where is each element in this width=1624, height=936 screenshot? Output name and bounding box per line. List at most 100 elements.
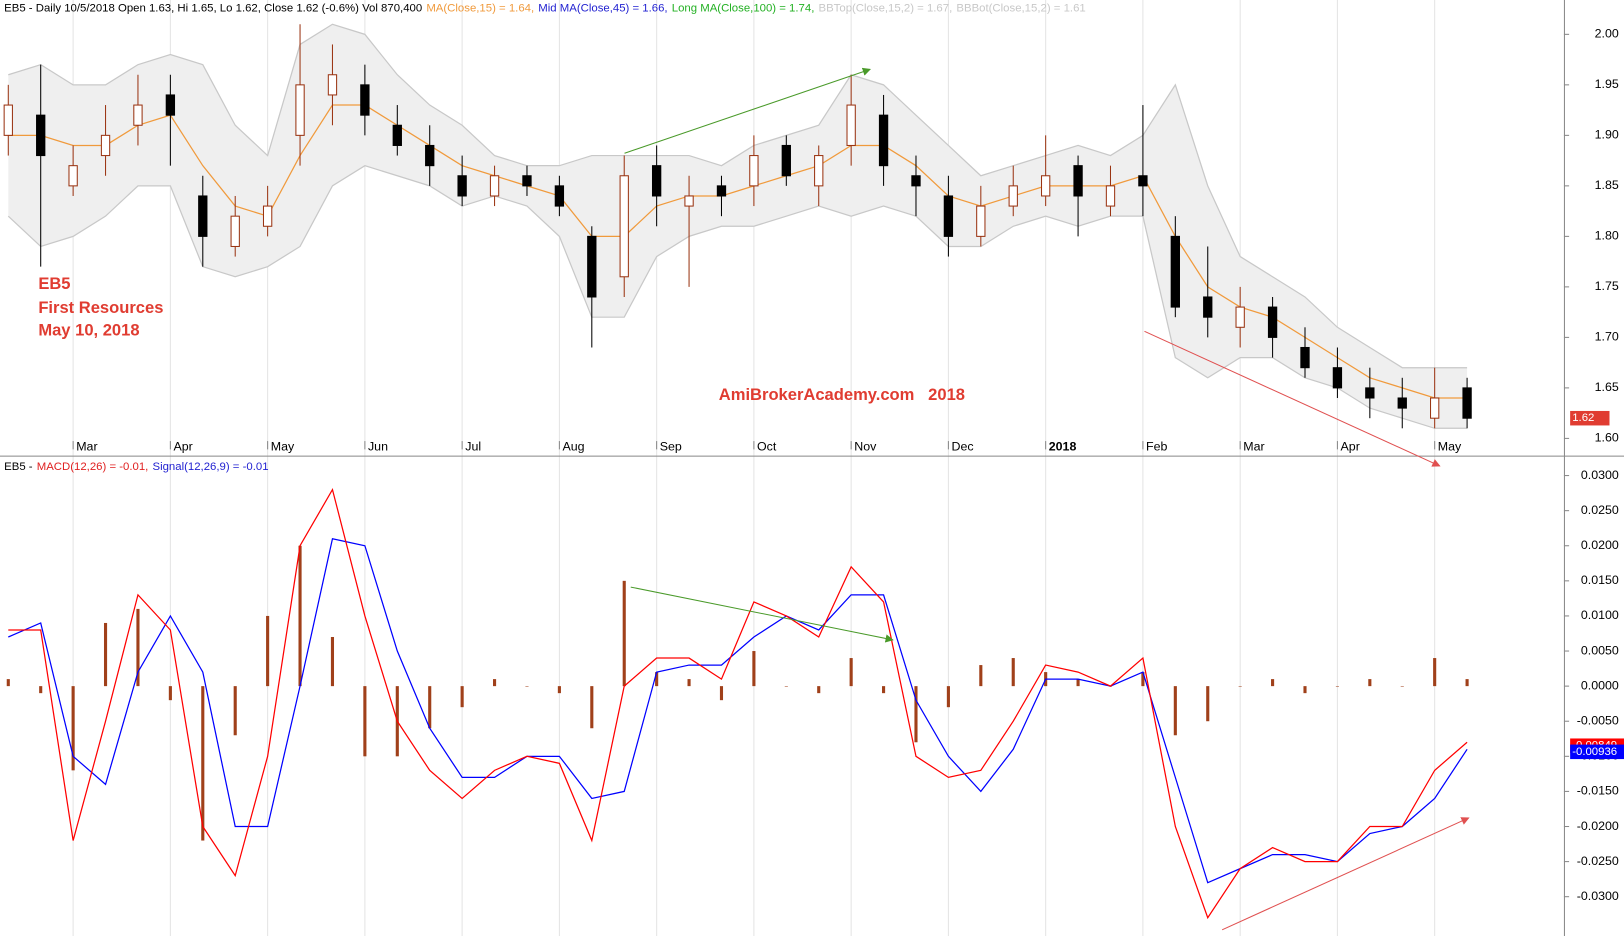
x-tick-label: Nov xyxy=(854,440,877,454)
candle-body xyxy=(133,104,143,126)
y-tick-label: -0.0050 xyxy=(1577,714,1619,728)
candle-body xyxy=(68,165,78,187)
y-tick-label: 1.85 xyxy=(1595,178,1619,192)
histogram-bar xyxy=(1141,672,1145,687)
header-item: Mid MA(Close,45) = 1.66, xyxy=(538,2,667,14)
histogram-bar xyxy=(687,679,691,687)
candle-body xyxy=(327,74,338,96)
histogram-bar xyxy=(1238,686,1242,687)
histogram-bar xyxy=(849,658,853,687)
candle-body xyxy=(1073,165,1083,197)
trend-arrow xyxy=(1144,330,1441,467)
candle-body xyxy=(1040,175,1051,197)
candle-body xyxy=(651,165,662,197)
histogram-bar xyxy=(946,686,950,708)
y-tick-label: 1.60 xyxy=(1595,431,1619,445)
header-item: EB5 - Daily 10/5/2018 Open 1.63, Hi 1.65… xyxy=(4,2,422,14)
watermark: AmiBrokerAcademy.com 2018 xyxy=(719,385,965,404)
candle-body xyxy=(165,94,176,116)
candle-body xyxy=(425,144,435,167)
header-item: BBTop(Close,15,2) = 1.67, xyxy=(819,2,953,14)
y-tick-label: -0.0150 xyxy=(1577,784,1619,798)
pane-header: EB5 - Daily 10/5/2018 Open 1.63, Hi 1.65… xyxy=(4,2,1086,14)
signal-line xyxy=(8,537,1468,884)
candle-body xyxy=(976,205,986,237)
y-tick-label: 0.0050 xyxy=(1581,643,1619,657)
header-item: Long MA(Close,100) = 1.74, xyxy=(672,2,815,14)
annotation: EB5 xyxy=(38,274,70,293)
y-tick-label: -0.0250 xyxy=(1577,854,1619,868)
histogram-bar xyxy=(1303,686,1307,694)
last-value-label: -0.00936 xyxy=(1572,746,1617,758)
header-item: Signal(12,26,9) = -0.01 xyxy=(152,461,268,473)
candle-body xyxy=(554,185,565,207)
annotation: May 10, 2018 xyxy=(38,321,139,340)
candle-body xyxy=(878,114,889,167)
last-value-label: 1.62 xyxy=(1572,412,1594,424)
trend-arrow xyxy=(624,67,871,154)
x-tick-label: Sep xyxy=(660,440,682,454)
histogram-bar xyxy=(882,686,886,694)
candle-body xyxy=(587,235,597,298)
x-tick-label: Feb xyxy=(1146,440,1167,454)
x-tick-label: Mar xyxy=(1243,440,1264,454)
y-tick-label: 0.0200 xyxy=(1581,538,1619,552)
header-item: BBBot(Close,15,2) = 1.61 xyxy=(956,2,1085,14)
histogram-bar xyxy=(298,545,302,687)
candle-body xyxy=(911,175,921,187)
histogram-bar xyxy=(1400,686,1404,687)
header-item: EB5 - xyxy=(4,461,33,473)
histogram-bar xyxy=(1368,679,1372,687)
candle-body xyxy=(1267,306,1278,338)
x-tick-label: Jul xyxy=(465,440,481,454)
x-tick-label: Dec xyxy=(952,440,974,454)
histogram-bar xyxy=(6,679,10,687)
annotation: First Resources xyxy=(38,298,163,317)
candle-body xyxy=(1138,175,1148,187)
histogram-bar xyxy=(784,686,788,687)
trend-arrow xyxy=(1221,817,1470,931)
x-tick-label: May xyxy=(271,440,295,454)
y-tick-label: 0.0300 xyxy=(1581,468,1619,482)
histogram-bar xyxy=(1465,679,1469,687)
pane-header: EB5 - MACD(12,26) = -0.01, Signal(12,26,9)… xyxy=(4,461,268,473)
band-upper xyxy=(8,23,1468,369)
histogram-bar xyxy=(266,615,270,687)
histogram-bar xyxy=(719,686,724,701)
last-value-box xyxy=(1570,744,1624,760)
histogram-bar xyxy=(1011,658,1015,687)
x-tick-label: Apr xyxy=(1341,440,1360,454)
candle-body xyxy=(1203,296,1213,318)
histogram-bar xyxy=(655,672,659,687)
candle-body xyxy=(262,205,273,227)
candle-body xyxy=(392,124,402,146)
candle-body xyxy=(1462,387,1472,419)
candle-body xyxy=(1300,346,1310,369)
histogram-bar xyxy=(103,622,108,687)
histogram-bar xyxy=(914,686,918,743)
histogram-bar xyxy=(752,651,756,687)
candle-body xyxy=(489,175,500,197)
candle-body xyxy=(457,175,467,197)
candle-body xyxy=(1332,367,1343,389)
histogram-bar xyxy=(1173,686,1177,736)
histogram-bar xyxy=(493,679,497,687)
histogram-bar xyxy=(428,686,432,729)
candle-body xyxy=(943,195,954,237)
foreground-layer: EB5 - Daily 10/5/2018 Open 1.63, Hi 1.65… xyxy=(3,2,1624,920)
histogram-bar xyxy=(1335,686,1339,687)
histogram-bar xyxy=(1076,679,1080,687)
candle-body xyxy=(1008,185,1018,207)
histogram-bar xyxy=(525,686,529,687)
candle-body xyxy=(1170,235,1180,308)
histogram-bar xyxy=(1271,679,1275,687)
histogram-bar xyxy=(330,636,335,687)
histogram-bar xyxy=(460,686,464,708)
candle-body xyxy=(1235,306,1245,328)
header-item: MACD(12,26) = -0.01, xyxy=(37,461,149,473)
histogram-bar xyxy=(39,686,43,694)
candle-body xyxy=(360,84,370,116)
y-tick-label: 1.70 xyxy=(1595,330,1619,344)
candle-body xyxy=(198,195,208,237)
candle-body xyxy=(846,104,856,146)
